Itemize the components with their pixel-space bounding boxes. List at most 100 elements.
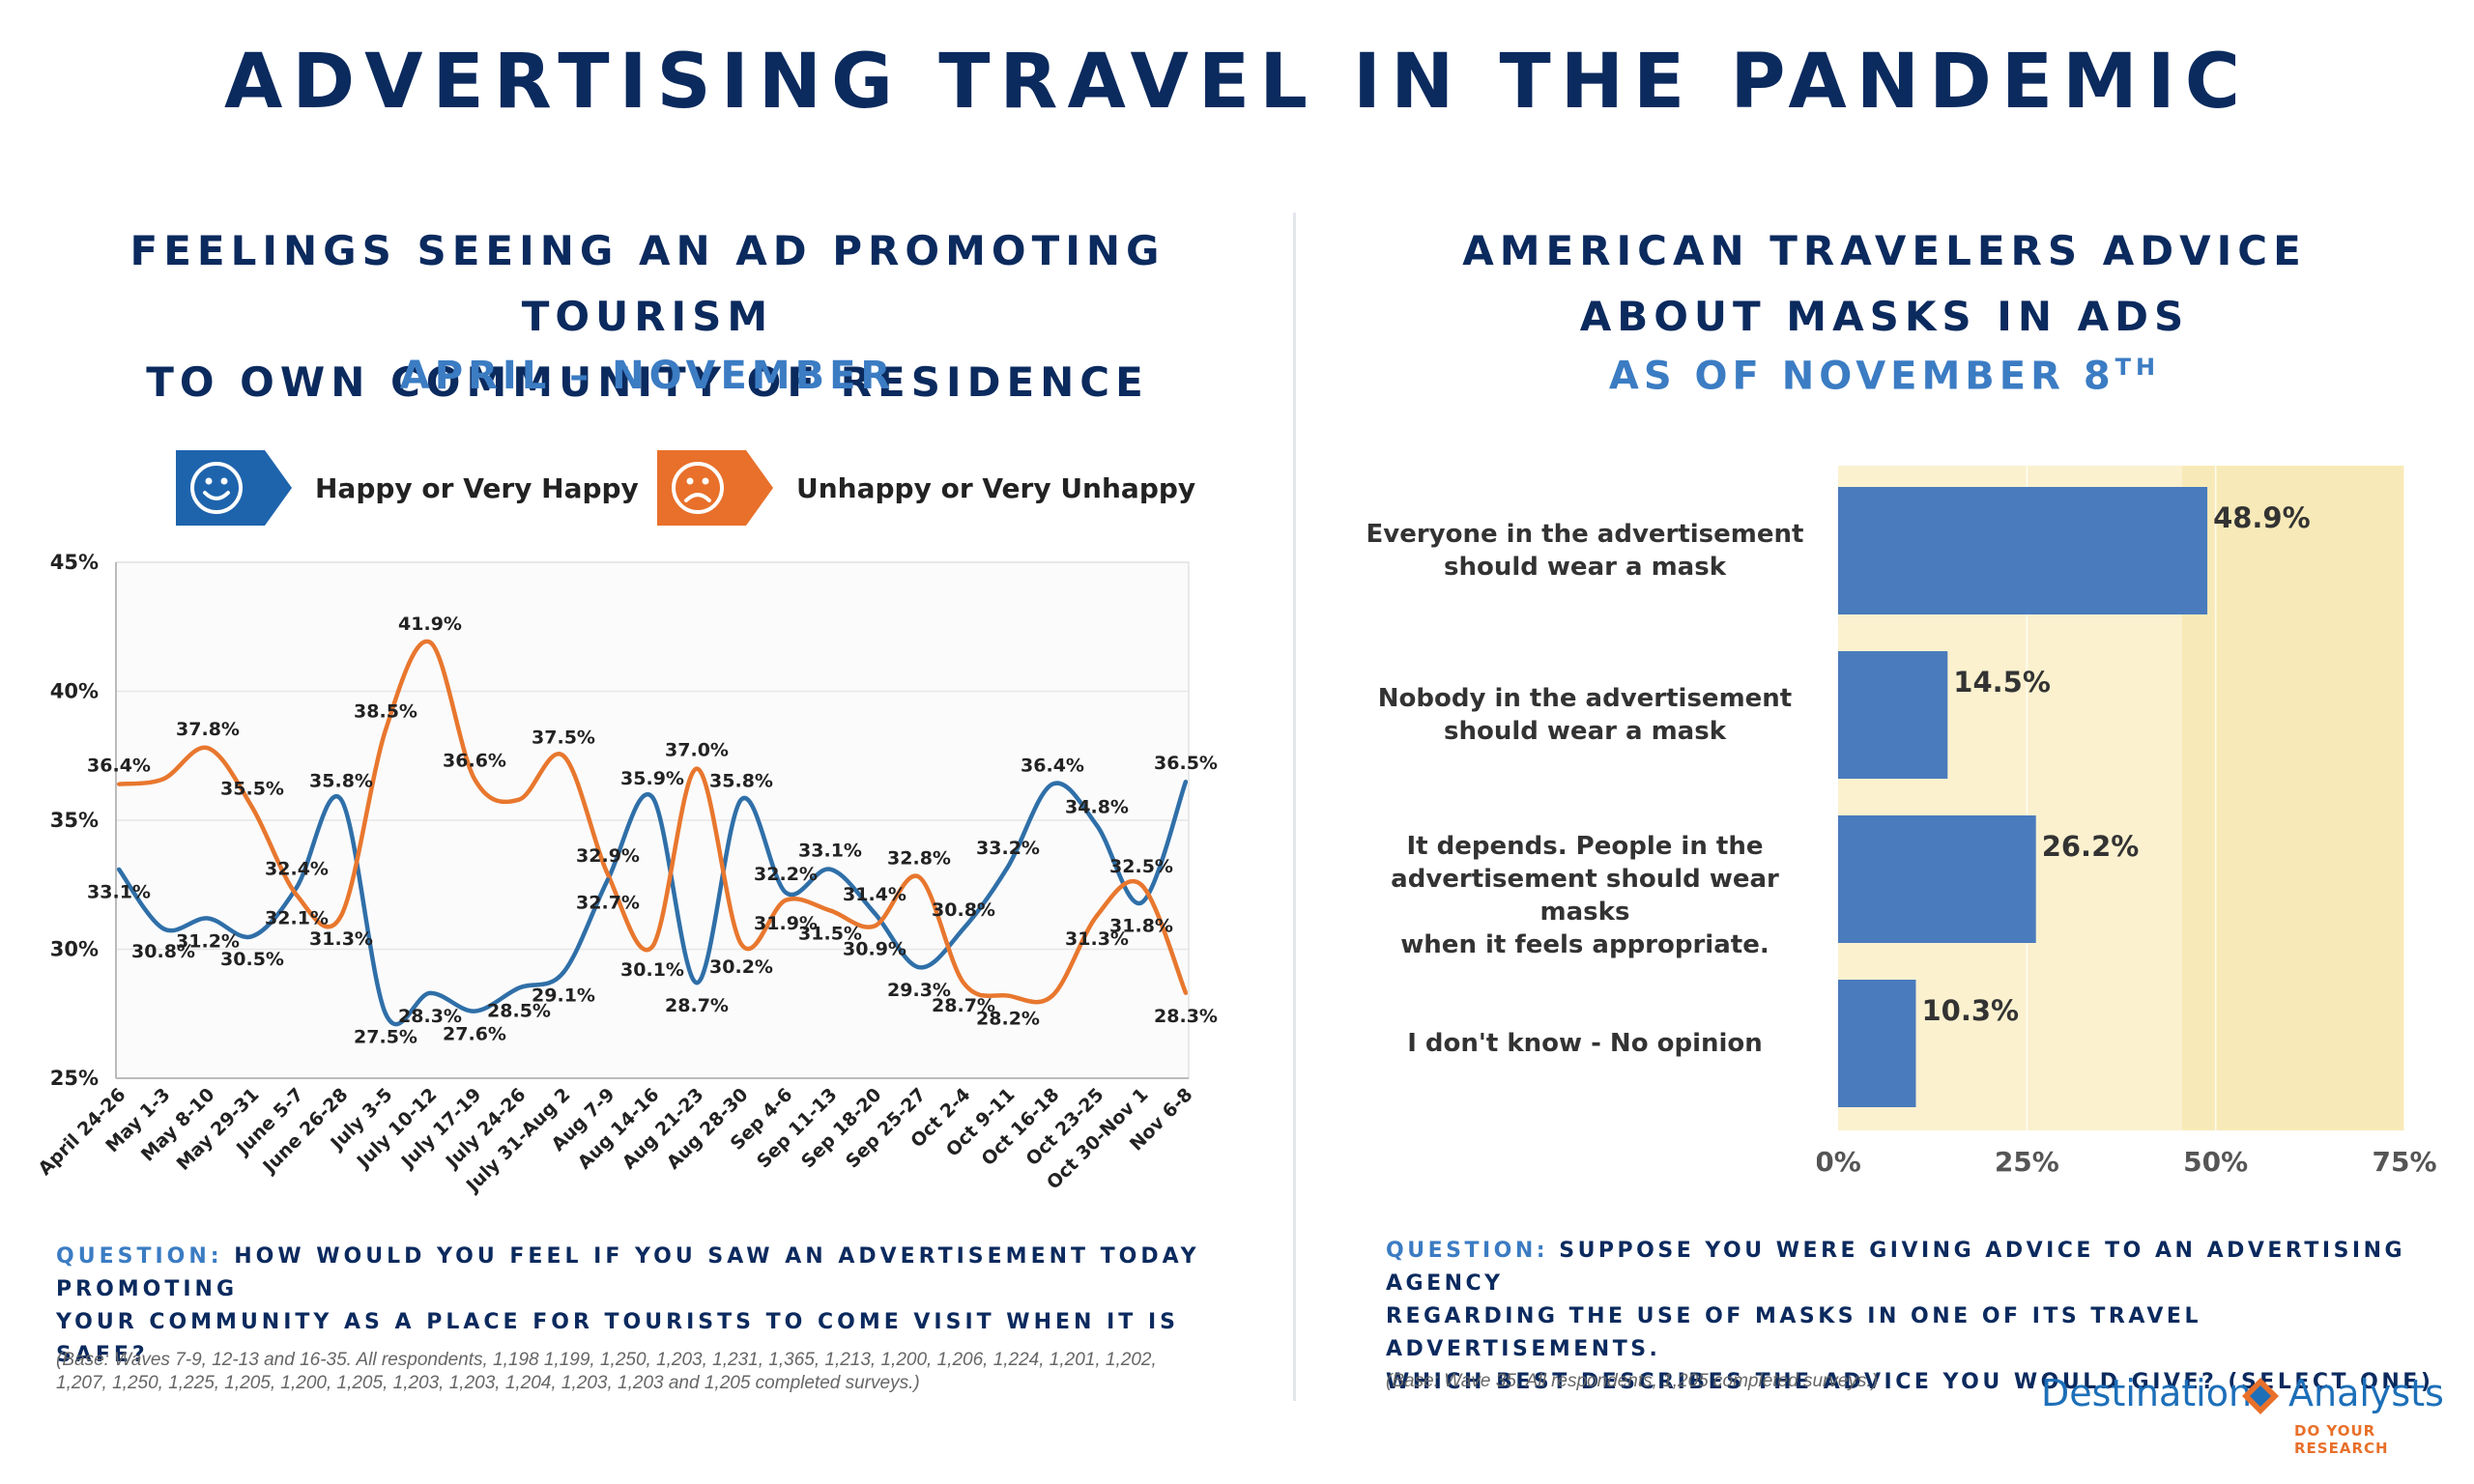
data-label: 29.1% <box>532 985 595 1007</box>
data-label: 32.2% <box>754 864 818 885</box>
bar-category-line: Nobody in the advertisement <box>1377 684 1793 713</box>
right-title-line1: AMERICAN TRAVELERS ADVICE <box>1462 227 2307 274</box>
y-tick-label: 30% <box>50 938 99 961</box>
data-point <box>206 916 210 921</box>
data-point <box>250 934 254 939</box>
left-question-line2: YOUR COMMUNITY AS A PLACE FOR TOURISTS T… <box>56 1310 1179 1367</box>
bar <box>1838 487 2208 614</box>
data-label: 30.2% <box>709 956 773 978</box>
data-point <box>784 898 788 902</box>
data-label: 35.9% <box>620 768 684 789</box>
bar-value-label: 14.5% <box>1953 666 2051 699</box>
bar-category-label: Everyone in the advertisement should wear… <box>1353 518 1817 584</box>
data-label: 37.8% <box>176 719 240 740</box>
bar-category-line: I don't know - No opinion <box>1407 1029 1763 1058</box>
data-label: 28.3% <box>398 1006 462 1027</box>
data-point <box>428 640 432 644</box>
data-label: 30.5% <box>220 949 284 970</box>
data-point <box>695 766 699 771</box>
bar <box>1838 980 1916 1107</box>
data-point <box>650 944 654 949</box>
legend-unhappy-label: Unhappy or Very Unhappy <box>796 471 1196 504</box>
bar-x-tick-label: 50% <box>2183 1146 2248 1178</box>
data-point <box>739 797 743 802</box>
bar-plot-highlight <box>2182 466 2404 1130</box>
data-point <box>473 1009 476 1013</box>
bar-category-label: I don't know - No opinion <box>1353 1027 1817 1060</box>
data-point <box>206 746 210 751</box>
left-base-note: (Base: Waves 7-9, 12-13 and 16-35. All r… <box>56 1349 1274 1395</box>
legend-unhappy: Unhappy or Very Unhappy <box>657 450 1195 526</box>
data-label: 28.5% <box>487 1001 551 1022</box>
data-label: 30.9% <box>843 938 906 959</box>
data-label: 33.1% <box>798 841 862 862</box>
bar-value-label: 26.2% <box>2042 830 2140 863</box>
bar-category-line: advertisement should wear masks <box>1391 865 1779 927</box>
data-label: 35.5% <box>220 779 284 800</box>
data-point <box>1139 900 1143 905</box>
data-label: 28.7% <box>932 995 995 1016</box>
data-point <box>250 805 254 810</box>
data-label: 36.4% <box>1021 756 1084 777</box>
data-point <box>295 885 299 890</box>
data-point <box>917 965 921 970</box>
left-panel-subtitle: APRIL – NOVEMBER <box>399 354 896 398</box>
right-question-label: QUESTION: <box>1386 1239 1549 1263</box>
data-label: 32.8% <box>887 848 951 870</box>
data-label: 32.9% <box>576 845 640 867</box>
data-label: 32.7% <box>576 892 640 913</box>
bar <box>1838 651 1948 779</box>
data-point <box>117 867 121 871</box>
data-point <box>517 985 521 990</box>
data-point <box>1006 993 1010 998</box>
smiley-face-icon <box>176 450 292 526</box>
data-label: 31.4% <box>843 884 906 905</box>
data-label: 38.5% <box>354 701 417 723</box>
data-point <box>1050 782 1054 786</box>
data-point <box>161 927 165 931</box>
right-question-line1: SUPPOSE YOU WERE GIVING ADVICE TO AN ADV… <box>1386 1239 2406 1296</box>
data-label: 29.3% <box>887 980 951 1001</box>
data-point <box>1184 779 1188 784</box>
y-tick-label: 35% <box>50 809 99 832</box>
data-point <box>561 754 565 758</box>
logo-tagline: DO YOUR RESEARCH <box>2294 1422 2389 1457</box>
data-label: 28.7% <box>665 995 729 1016</box>
data-point <box>873 924 877 928</box>
bar-value-label: 48.9% <box>2213 501 2311 534</box>
bar-category-line: Everyone in the advertisement <box>1366 520 1804 549</box>
data-label: 34.8% <box>1065 796 1129 817</box>
data-label: 30.8% <box>932 899 995 921</box>
data-point <box>606 877 610 882</box>
bar-category-line: when it feels appropriate. <box>1400 930 1769 959</box>
left-question-line1: HOW WOULD YOU FEEL IF YOU SAW AN ADVERTI… <box>56 1244 1200 1301</box>
data-label: 36.4% <box>87 756 151 777</box>
legend-happy: Happy or Very Happy <box>176 450 639 526</box>
bar-category-line: It depends. People in the <box>1406 832 1764 861</box>
bar-category-label: It depends. People in the advertisement s… <box>1353 830 1817 961</box>
data-label: 33.2% <box>976 838 1040 859</box>
diamond-logo-icon <box>2242 1378 2279 1414</box>
bar-chart: 0% 25% 50% 75% 48.9% 14.5% 26.2% 10.3% <box>1817 466 2437 1178</box>
y-tick-label: 25% <box>50 1067 99 1090</box>
right-base-note: (Base: Wave 35. All respondents, 1,205 c… <box>1386 1371 1879 1391</box>
right-subtitle-sup: TH <box>2114 354 2161 381</box>
data-point <box>384 1012 388 1016</box>
y-tick-label: 40% <box>50 680 99 703</box>
data-point <box>828 908 832 913</box>
right-panel-title: AMERICAN TRAVELERS ADVICE ABOUT MASKS IN… <box>1324 218 2445 350</box>
bar-category-line: should wear a mask <box>1443 717 1726 746</box>
data-point <box>428 990 432 995</box>
bar-category-line: should wear a mask <box>1443 553 1726 582</box>
left-question: QUESTION: HOW WOULD YOU FEEL IF YOU SAW … <box>56 1241 1274 1372</box>
data-point <box>739 942 743 947</box>
y-tick-label: 45% <box>50 551 99 574</box>
left-question-label: QUESTION: <box>56 1244 223 1269</box>
data-label: 32.4% <box>265 858 329 879</box>
right-subtitle-text: AS OF NOVEMBER 8 <box>1608 354 2115 399</box>
data-point <box>1006 865 1010 870</box>
data-point <box>1050 993 1054 998</box>
data-point <box>962 981 965 985</box>
panel-divider <box>1293 213 1296 1401</box>
